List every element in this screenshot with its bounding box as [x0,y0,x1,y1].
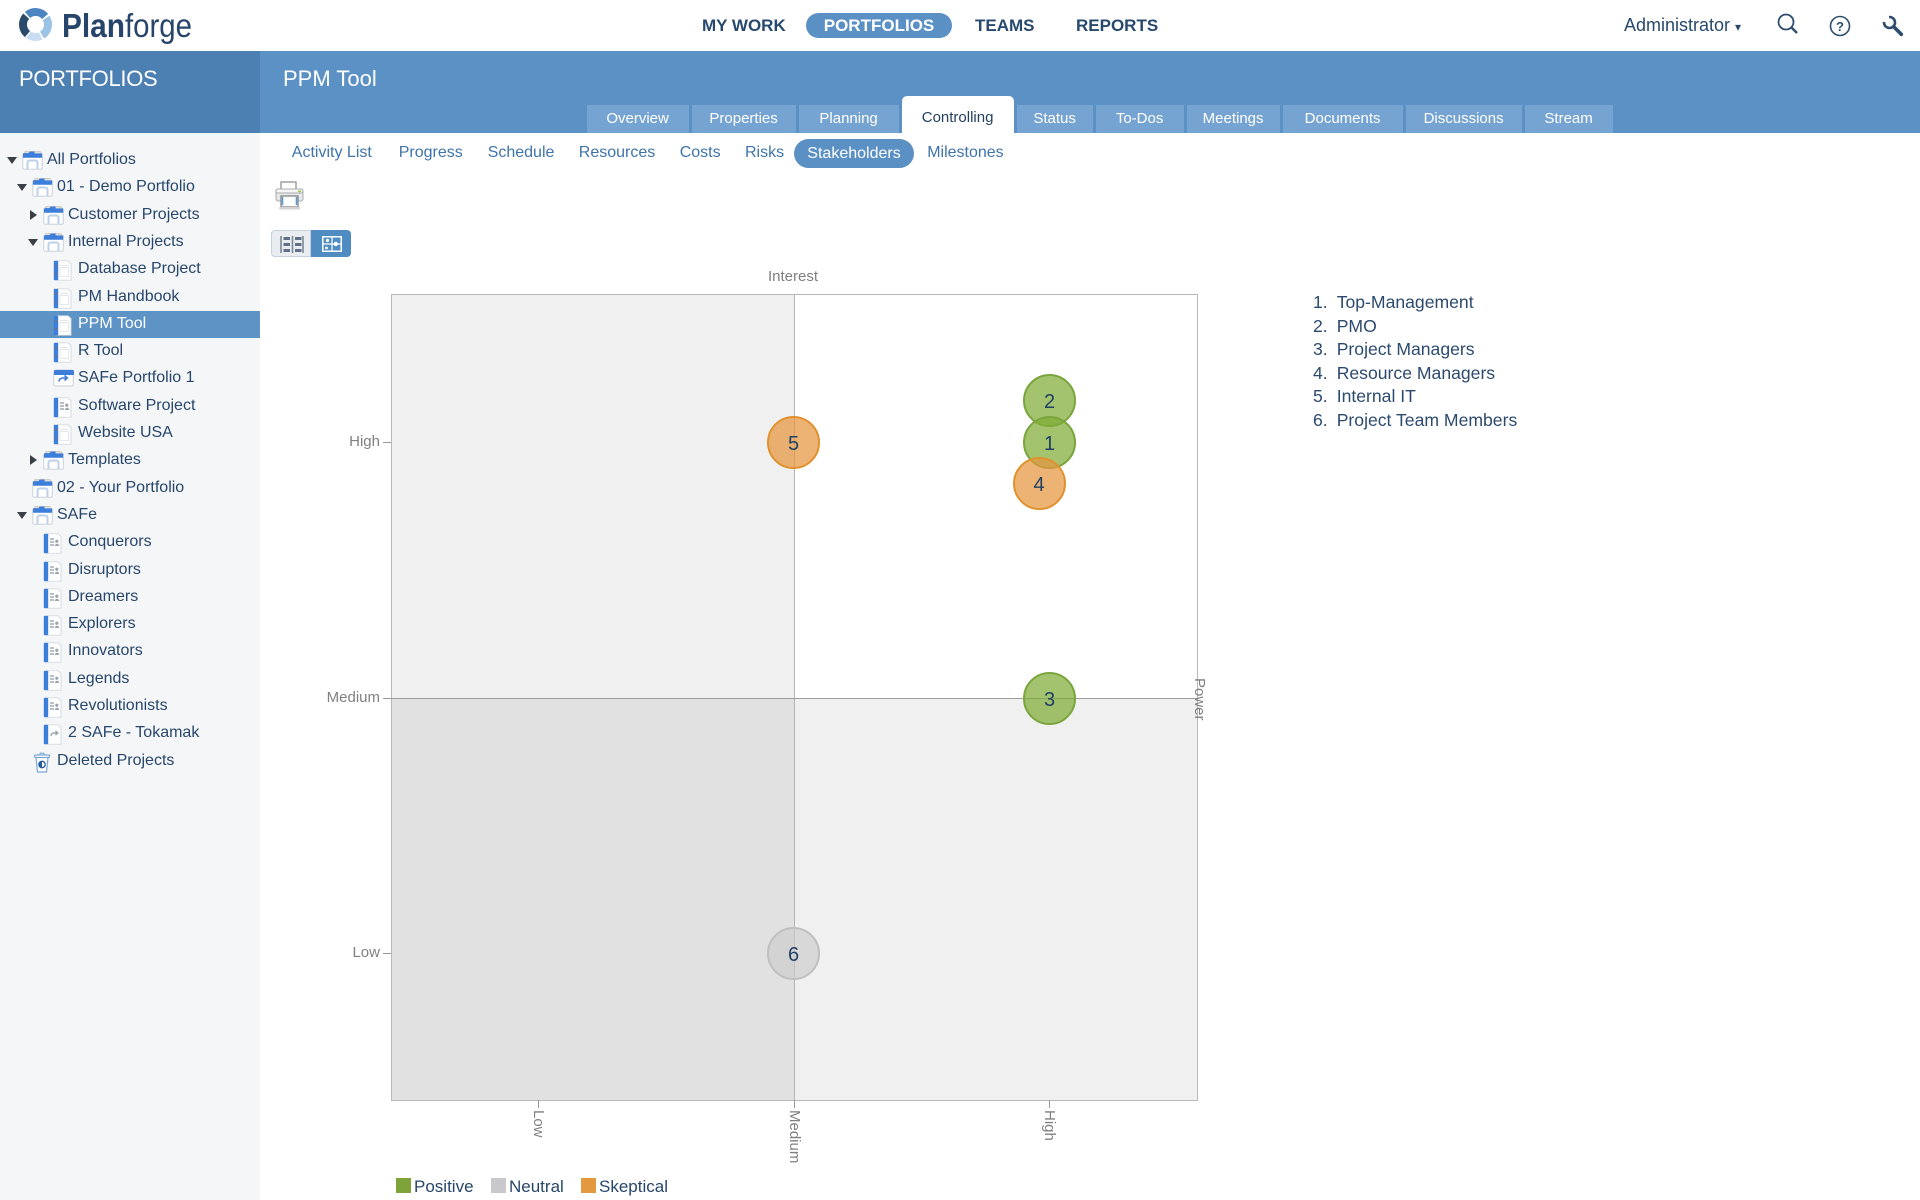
svg-text:forge: forge [125,7,192,44]
svg-text:?: ? [1836,19,1844,34]
svg-text:Plan: Plan [62,7,125,44]
